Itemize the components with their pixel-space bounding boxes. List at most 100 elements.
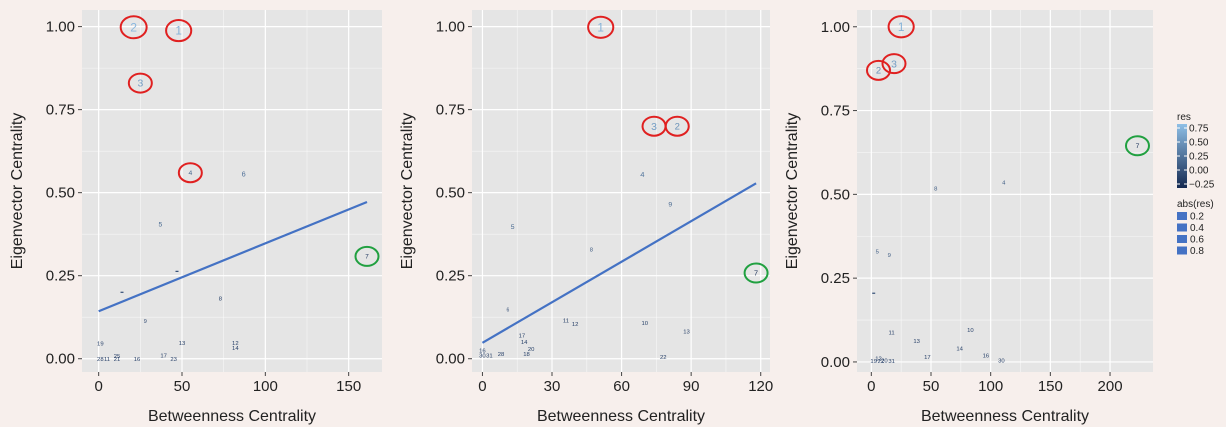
y-tick-label: 0.75 <box>821 103 850 120</box>
x-tick-label: 200 <box>1098 378 1123 395</box>
x-tick-label: 0 <box>94 378 102 395</box>
x-tick-label: 60 <box>613 378 630 395</box>
data-point-label: 21 <box>114 357 121 363</box>
data-point-label: 31 <box>486 353 493 359</box>
legend-abs-key <box>1177 212 1187 220</box>
data-point-label: 20 <box>528 347 535 353</box>
data-point-label: 7 <box>365 254 369 261</box>
legend-res-tick-label: 0.75 <box>1189 124 1209 135</box>
data-point-mark <box>872 292 876 294</box>
scatter-panel-3: 0 50 100 150 200 0.00 0.25 0.50 0.75 1.00 Betweenn… <box>784 10 1153 425</box>
data-point-label: 11 <box>104 357 110 363</box>
data-point-label: 1 <box>597 20 604 34</box>
y-tick-label: 0.50 <box>46 185 75 202</box>
x-tick-label: 0 <box>867 378 875 395</box>
data-point-label: 10 <box>967 328 974 334</box>
data-point-label: 8 <box>934 187 938 193</box>
data-point-label: 12 <box>232 341 239 347</box>
data-point-label: 28 <box>498 352 505 358</box>
y-tick-label: 0.00 <box>821 354 850 371</box>
data-point-label: 9 <box>888 253 891 259</box>
scatter-panel-2: 0 30 60 90 1200.000.250.500.751.00Betweennes… <box>399 10 773 425</box>
plot-panel <box>857 10 1153 372</box>
legend-abs-label: 0.4 <box>1190 223 1204 234</box>
data-point-mark <box>175 270 179 272</box>
data-point-label: 4 <box>640 170 645 179</box>
data-point-label: 4 <box>1002 181 1006 187</box>
data-point-label: 23 <box>170 357 177 363</box>
data-point-label: 1 <box>898 20 905 34</box>
data-point-label: 19 <box>870 359 877 365</box>
red-highlight-circle <box>887 15 915 39</box>
plot-panel <box>82 10 382 372</box>
x-tick-label: 30 <box>544 378 561 395</box>
data-point-label: 2 <box>130 21 137 35</box>
x-tick-label: 100 <box>978 378 1003 395</box>
green-highlight-circle <box>1124 135 1150 157</box>
data-point-label: 22 <box>878 359 885 365</box>
x-tick-label: 150 <box>1038 378 1063 395</box>
y-tick-label: 0.00 <box>46 351 75 368</box>
data-point-label: 14 <box>232 346 239 352</box>
x-tick-label: 50 <box>174 378 191 395</box>
trend-line <box>98 200 368 313</box>
red-highlight-circle <box>881 53 907 75</box>
data-point-label: 5 <box>511 224 515 231</box>
y-axis-label: Eigenvector Centrality <box>399 113 416 270</box>
data-point-label: 9 <box>144 319 147 325</box>
x-tick-label: 50 <box>923 378 940 395</box>
legend-abs-key <box>1177 235 1187 243</box>
data-point-label: 17 <box>160 353 167 359</box>
data-point-label: 8 <box>219 296 223 302</box>
legend-res-ticks: 0.75 0.50 0.25 0.00 −0.25 <box>1177 124 1215 191</box>
data-point-label: 9 <box>668 202 672 209</box>
data-point-label: 16 <box>134 357 141 363</box>
legend-abs-label: 0.6 <box>1190 235 1204 246</box>
x-tick-label: 90 <box>683 378 700 395</box>
y-axis-label: Eigenvector Centrality <box>9 113 26 270</box>
x-axis-label: Betweenness Centrality <box>921 408 1089 425</box>
data-point-label: 20 <box>881 358 888 364</box>
data-point-label: 14 <box>521 340 528 346</box>
y-tick-label: 0.75 <box>436 102 465 119</box>
y-tick-label: 0.25 <box>821 270 850 287</box>
data-point-label: 28 <box>97 357 104 363</box>
legend-abs-label: 0.2 <box>1190 212 1204 223</box>
data-point-label: 22 <box>660 355 667 361</box>
legend-res-tick-label: 0.00 <box>1189 166 1209 177</box>
red-highlight-circle <box>664 115 690 137</box>
data-point-label: 1 <box>175 24 182 38</box>
x-tick-label: 120 <box>748 378 773 395</box>
green-highlight-circle <box>354 245 380 267</box>
data-point-label: 7 <box>754 269 758 278</box>
data-point-label: 11 <box>889 331 895 337</box>
y-tick-label: 0.00 <box>436 351 465 368</box>
legend-res-title: res <box>1177 112 1191 123</box>
data-point-label: 16 <box>983 353 990 359</box>
legend-res-tick-label: 0.25 <box>1189 152 1209 163</box>
y-tick-label: 0.75 <box>46 102 75 119</box>
x-tick-label: 100 <box>253 378 278 395</box>
data-point-label: 17 <box>924 355 931 361</box>
green-highlight-circle <box>743 262 769 284</box>
scatter-panel-1: 0 50 100 150 0.00 0.25 0.50 0.75 1.00 Betweenness… <box>9 10 382 425</box>
data-point-label: 8 <box>590 248 593 254</box>
x-axis-label: Betweenness Centrality <box>537 408 705 425</box>
data-point-label: 30 <box>998 358 1005 364</box>
data-point-label: 6 <box>242 169 246 178</box>
data-point-label: 12 <box>572 322 579 328</box>
data-point-label: 2 <box>675 122 680 133</box>
y-tick-label: 1.00 <box>821 19 850 36</box>
y-tick-label: 0.25 <box>46 268 75 285</box>
data-point-label: 5 <box>158 222 162 229</box>
y-tick-label: 0.25 <box>436 268 465 285</box>
data-point-mark <box>120 291 124 293</box>
data-point-label: 5 <box>876 249 880 255</box>
legend-abs-key <box>1177 246 1187 255</box>
x-axis-label: Betweenness Centrality <box>148 408 316 425</box>
data-point-label: 18 <box>523 352 530 358</box>
data-point-label: 2 <box>876 66 881 77</box>
data-point-label: 14 <box>956 347 963 353</box>
data-point-label: 31 <box>888 359 895 365</box>
